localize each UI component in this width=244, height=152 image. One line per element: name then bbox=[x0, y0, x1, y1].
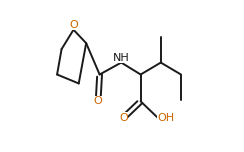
Text: NH: NH bbox=[113, 53, 130, 63]
Text: O: O bbox=[119, 113, 128, 123]
Text: O: O bbox=[94, 96, 102, 106]
Text: O: O bbox=[69, 20, 78, 30]
Text: OH: OH bbox=[158, 113, 175, 123]
